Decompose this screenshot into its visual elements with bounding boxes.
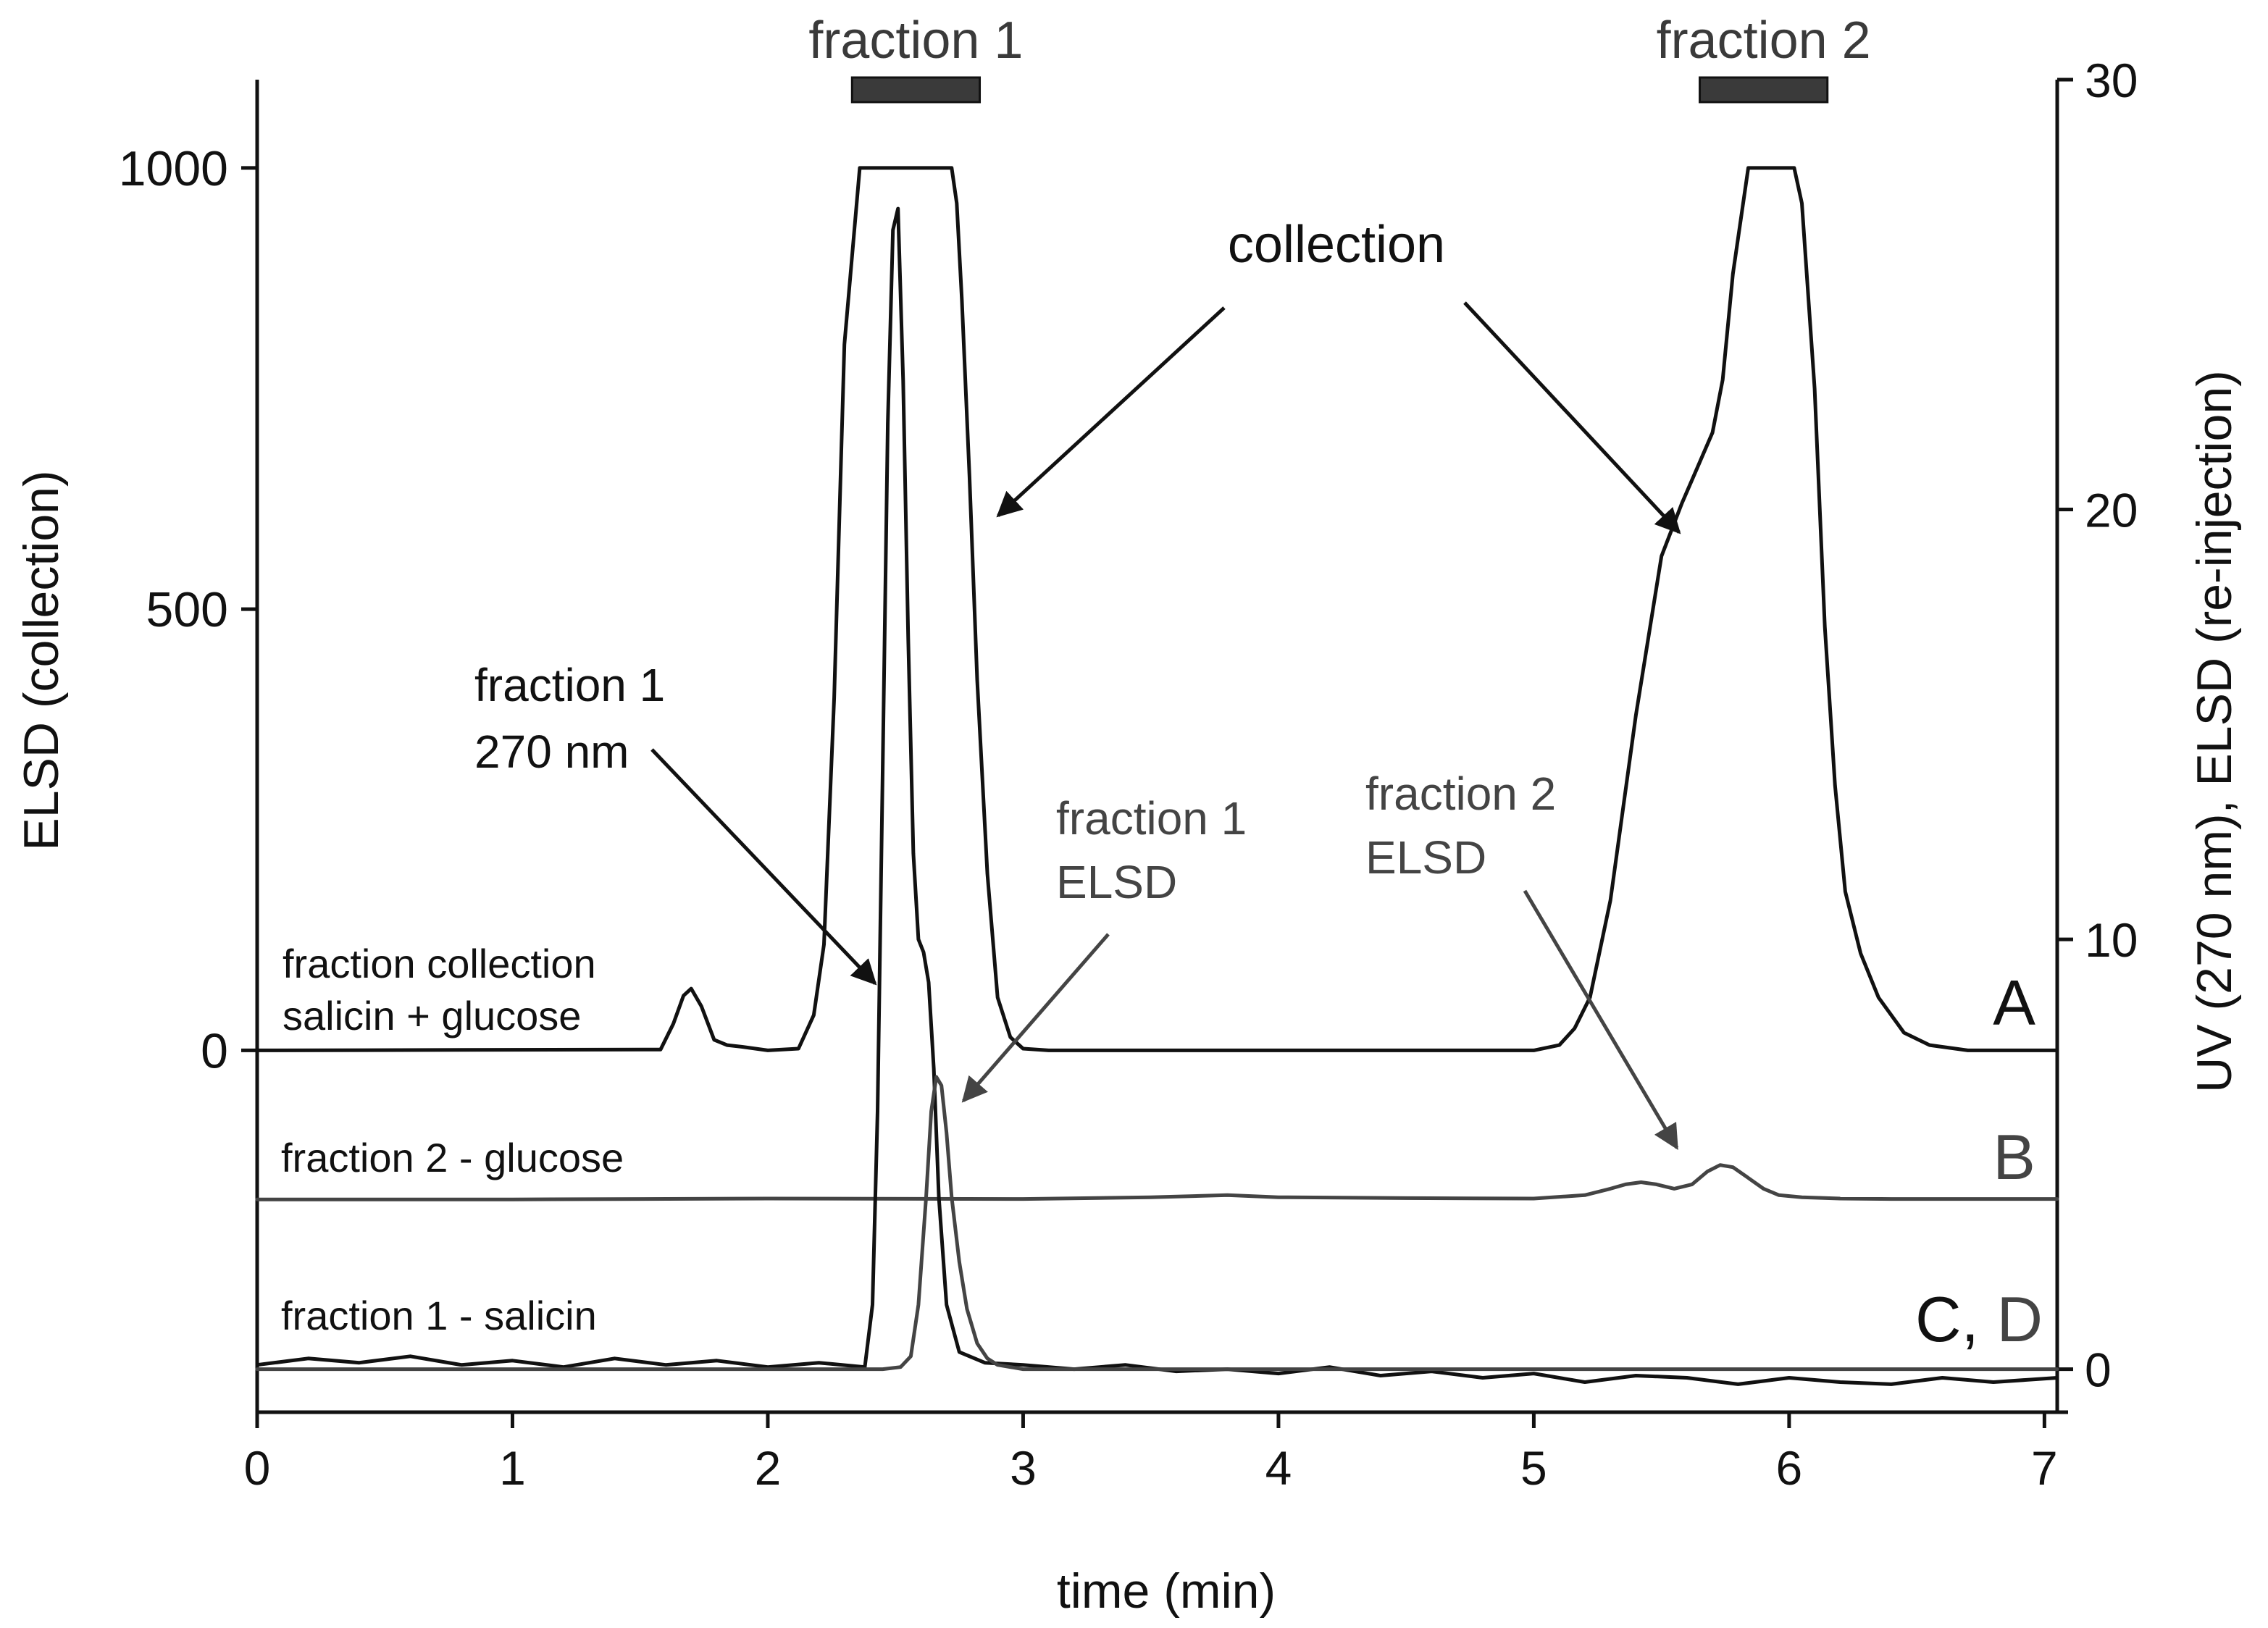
right-y-axis-title: UV (270 nm), ELSD (re-injection) [2187, 370, 2242, 1093]
fraction-1-elsd-label-line2: ELSD [1056, 856, 1177, 908]
left-y-tick-label: 1000 [119, 141, 228, 196]
trace-label-c: C, [1915, 1283, 1996, 1355]
collection-label: collection [1228, 216, 1445, 274]
x-tick-label: 5 [1520, 1441, 1547, 1495]
uv-270-arrow [650, 748, 877, 986]
trace-label-a: A [1993, 967, 2035, 1039]
x-tick-label: 0 [244, 1441, 271, 1495]
trace-d-line [255, 1075, 2059, 1372]
fraction-1-elsd-arrow [961, 933, 1110, 1103]
series-lines [255, 166, 2059, 1386]
x-tick-label: 7 [2031, 1441, 2058, 1495]
left-y-tick-label: 500 [146, 582, 228, 637]
trace-c-line [255, 206, 2059, 1386]
trace-b-line [255, 1163, 2059, 1201]
trace-a-label-line1: fraction collection [283, 941, 596, 986]
trace-a-line [255, 166, 2059, 1052]
trace-label-cd: C, D [1915, 1283, 2043, 1355]
annotation-arrows [650, 301, 1681, 1151]
trace-label-b: B [1993, 1121, 2035, 1193]
fraction-bars: fraction 1 fraction 2 [808, 12, 1871, 104]
trace-cd-label: fraction 1 - salicin [281, 1293, 597, 1338]
right-y-tick-label: 20 [2085, 484, 2138, 537]
x-axis-title: time (min) [1057, 1564, 1276, 1619]
x-tick-label: 4 [1265, 1441, 1292, 1495]
trace-a-label-line2: salicin + glucose [283, 993, 581, 1039]
fraction-1-uv-label-line1: fraction 1 [474, 659, 665, 711]
fraction-2-elsd-arrow [1523, 889, 1679, 1151]
x-tick-label: 1 [499, 1441, 526, 1495]
annotations: collection fraction collection salicin +… [281, 216, 2043, 1355]
axes [255, 80, 2068, 1414]
fraction-2-elsd-label-line2: ELSD [1365, 831, 1486, 884]
fraction-2-elsd-label-line1: fraction 2 [1365, 768, 1556, 820]
collection-arrow-fraction-2 [1463, 301, 1681, 534]
right-y-tick-label: 30 [2085, 54, 2138, 107]
fraction-1-bar-label: fraction 1 [808, 12, 1023, 70]
right-y-ticks: 0 10 20 30 [2057, 54, 2138, 1397]
trace-b-label: fraction 2 - glucose [281, 1135, 624, 1180]
left-y-ticks: 0 500 1000 [119, 141, 257, 1078]
fraction-2-bar-label: fraction 2 [1657, 12, 1871, 70]
left-y-axis-title: ELSD (collection) [14, 470, 69, 850]
x-ticks: 0 1 2 3 4 5 6 7 [244, 1412, 2058, 1495]
x-tick-label: 3 [1010, 1441, 1037, 1495]
fraction-2-bar [1699, 76, 1829, 104]
collection-arrow-fraction-1 [996, 306, 1226, 518]
left-y-tick-label: 0 [201, 1023, 228, 1078]
right-y-tick-label: 0 [2085, 1343, 2112, 1397]
x-tick-label: 2 [755, 1441, 782, 1495]
right-y-tick-label: 10 [2085, 913, 2138, 967]
fraction-1-bar [850, 76, 982, 104]
x-tick-label: 6 [1776, 1441, 1803, 1495]
fraction-1-elsd-label-line1: fraction 1 [1056, 792, 1247, 844]
trace-label-d: D [1996, 1283, 2043, 1355]
fraction-1-uv-label-line2: 270 nm [474, 726, 629, 778]
